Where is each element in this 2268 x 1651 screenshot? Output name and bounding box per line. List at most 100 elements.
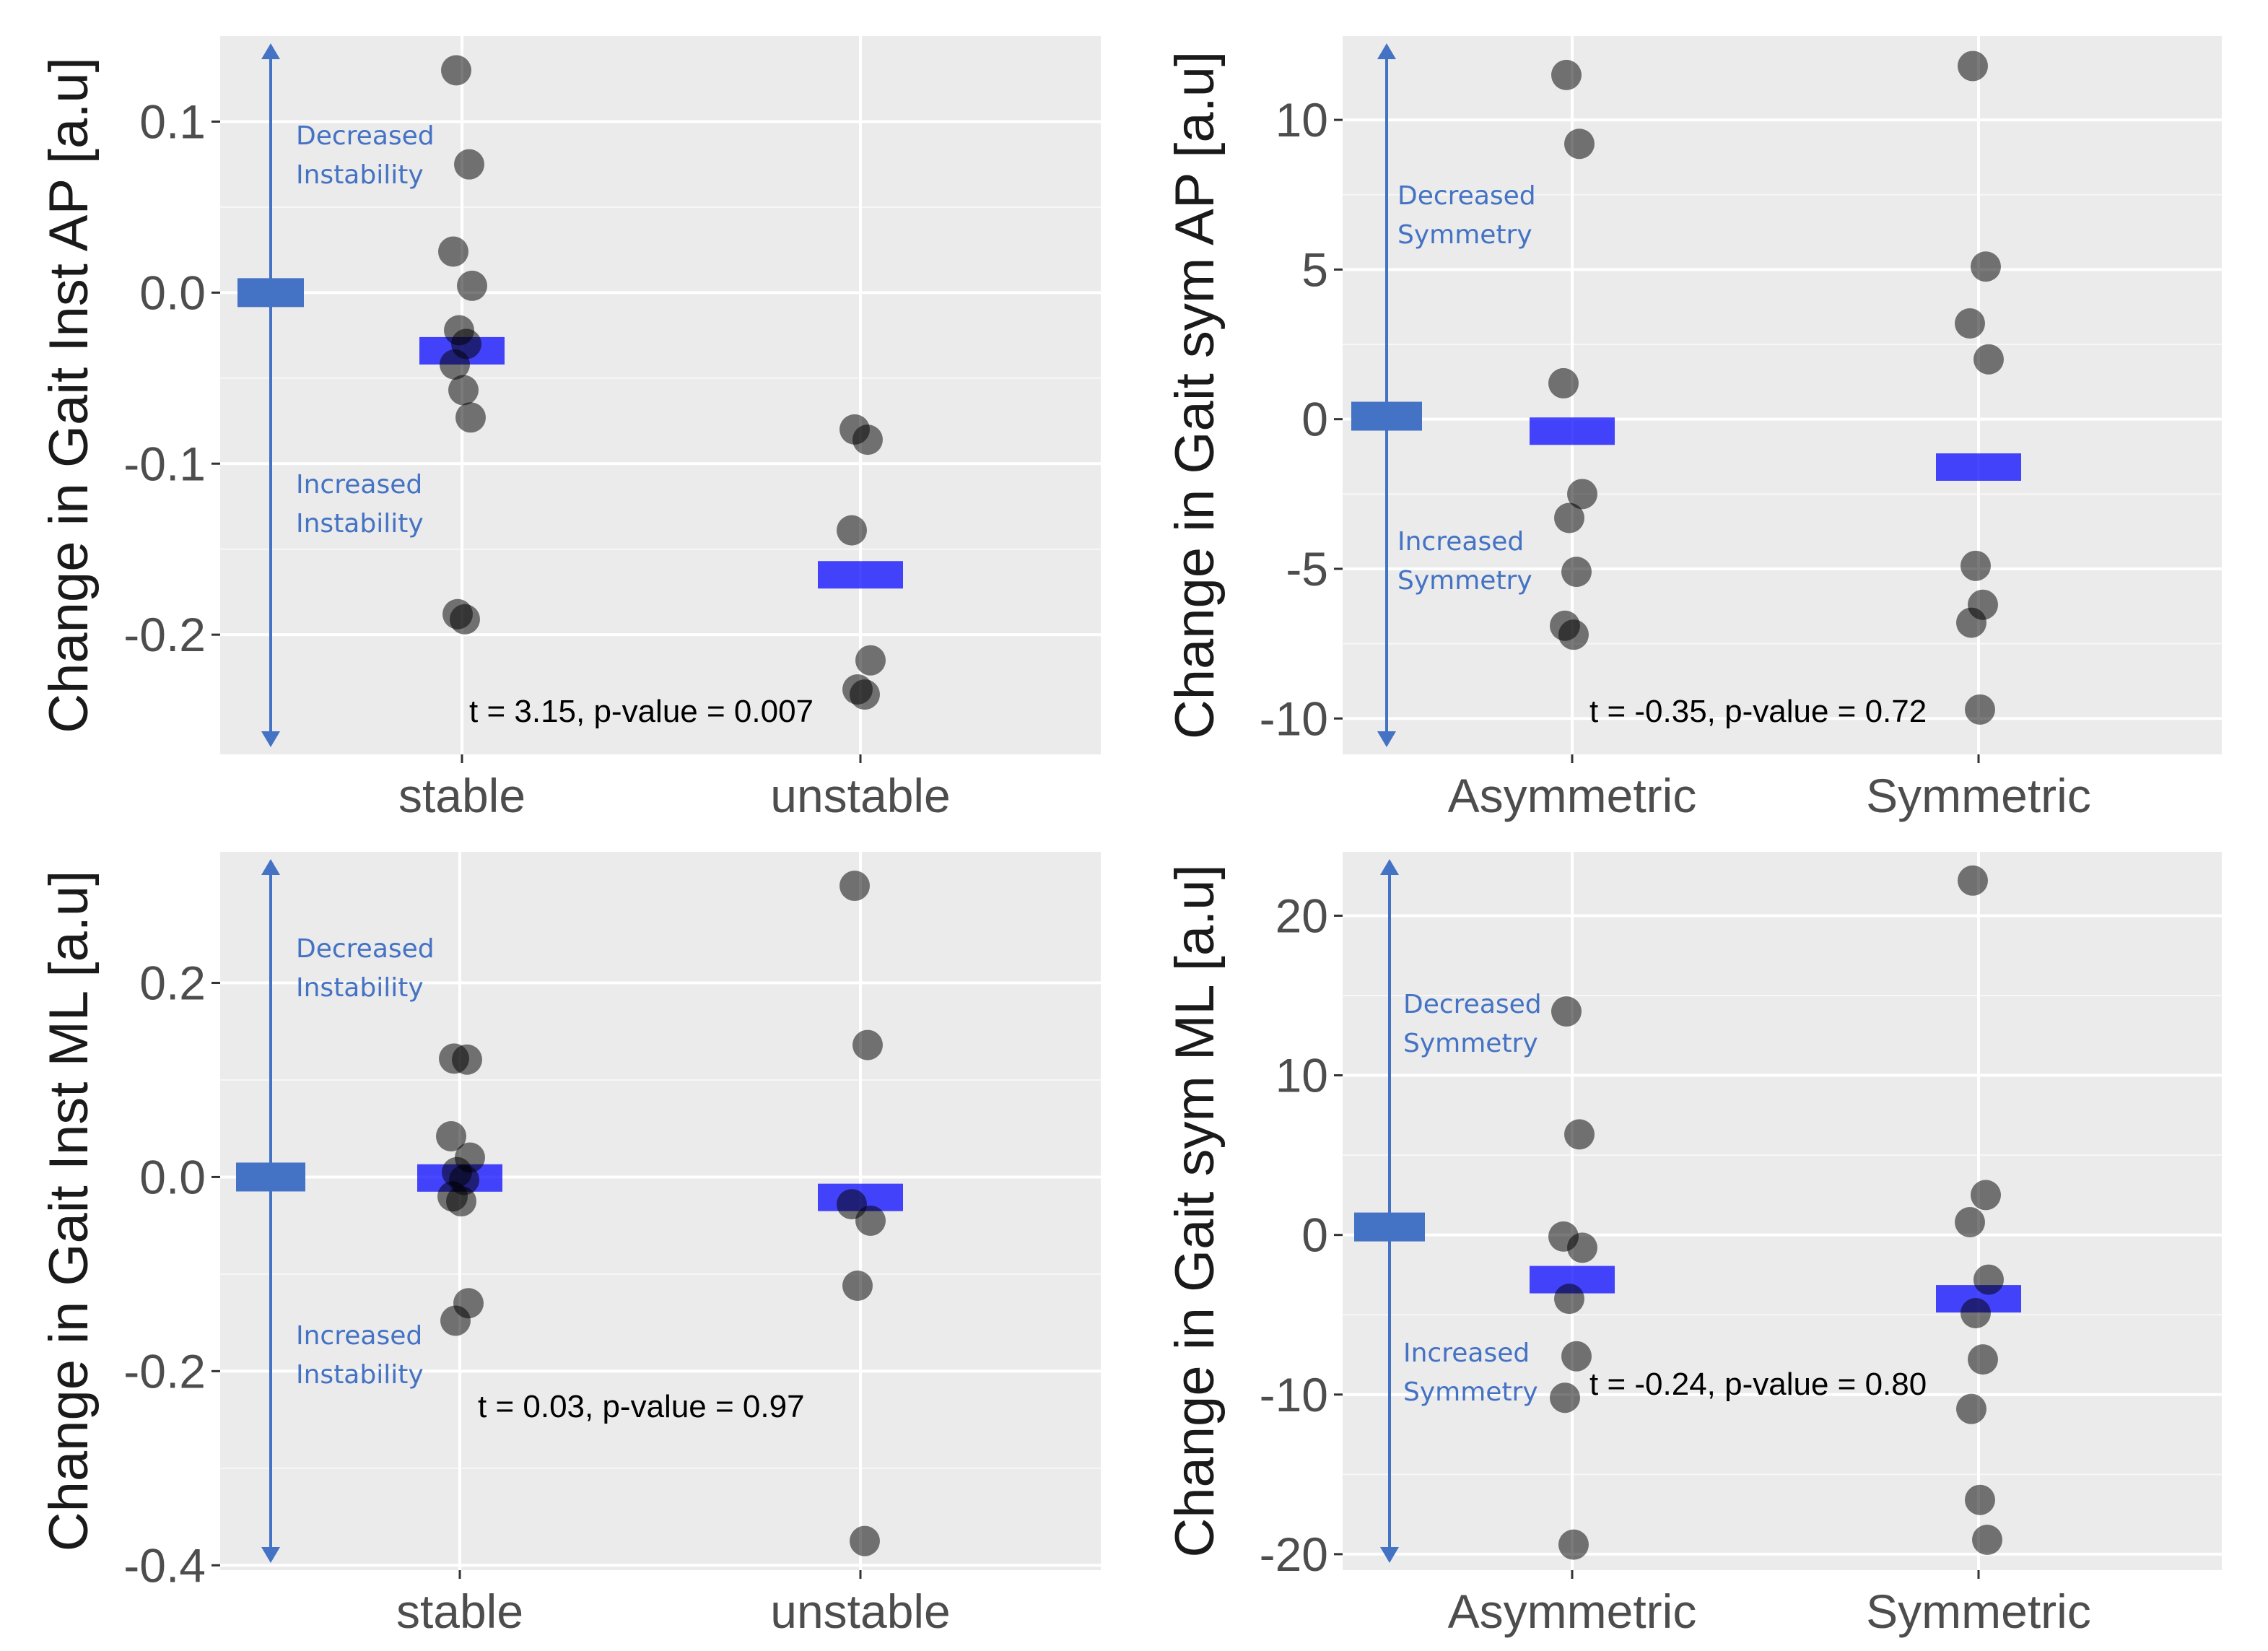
data-point <box>839 871 870 902</box>
data-point <box>1965 1484 1995 1515</box>
annotation-increased: Symmetry <box>1397 566 1532 596</box>
arrow-head-down <box>1380 1547 1399 1563</box>
annotation-decreased: Decreased <box>1403 990 1542 1019</box>
data-point <box>1561 557 1592 588</box>
panel-gait-inst-ap: 0.1 0.0 -0.1 -0.2 Change in Gait Inst AP [a.… <box>38 36 1101 822</box>
data-point <box>1955 1206 1985 1237</box>
x-tick-label: Asymmetric <box>1448 769 1697 822</box>
data-point <box>1956 607 1986 638</box>
data-point <box>1958 51 1988 82</box>
annotation-increased: Instability <box>296 1360 424 1390</box>
data-point <box>1554 502 1584 533</box>
y-tick-label: -0.2 <box>123 1344 206 1398</box>
mean-bar <box>1530 417 1615 445</box>
data-point <box>1551 996 1582 1027</box>
y-tick-label: -0.4 <box>123 1538 206 1592</box>
x-tick-label: Symmetric <box>1866 1585 2091 1638</box>
panel-gait-inst-ml: 0.2 0.0 -0.2 -0.4 Change in Gait Inst ML [a.… <box>38 852 1101 1638</box>
mean-bar <box>818 561 903 589</box>
y-tick-label: 5 <box>1301 243 1328 296</box>
data-point <box>1973 1264 2004 1295</box>
data-point <box>1564 1119 1595 1150</box>
data-point <box>850 679 880 710</box>
reference-bar <box>236 1162 305 1192</box>
y-tick-label: 0 <box>1301 393 1328 446</box>
x-tick-label: stable <box>398 769 525 822</box>
annotation-increased: Symmetry <box>1403 1377 1538 1407</box>
data-point <box>441 55 471 86</box>
annotation-decreased: Instability <box>296 160 424 190</box>
data-point <box>1955 308 1985 339</box>
data-point <box>1960 1298 1991 1329</box>
data-point <box>1958 865 1988 896</box>
data-point <box>837 515 867 546</box>
data-point <box>1971 1180 2001 1211</box>
data-point <box>1968 1344 1998 1375</box>
data-point <box>455 402 486 433</box>
arrow-head-down <box>261 1547 280 1563</box>
data-point <box>440 349 470 380</box>
arrow-head-up <box>1377 43 1396 59</box>
panel-gait-sym-ap: 10 5 0 -5 -10 Change in Gait sym AP [a.u] Asym… <box>1164 36 2222 822</box>
y-tick-label: 0.0 <box>139 266 206 319</box>
annotation-decreased: Symmetry <box>1403 1029 1538 1058</box>
y-axis-label: Change in Gait sym ML [a.u] <box>1164 864 1226 1557</box>
y-tick-label: 0.0 <box>139 1150 206 1203</box>
data-point <box>450 604 480 635</box>
data-point <box>842 1271 873 1302</box>
data-point <box>1972 1524 2002 1555</box>
y-tick-label: 0.2 <box>139 957 206 1010</box>
y-tick-label: -10 <box>1260 1368 1328 1421</box>
annotation-decreased: Decreased <box>296 934 435 964</box>
arrow-head-down <box>1377 731 1396 747</box>
x-tick-label: unstable <box>770 1585 951 1638</box>
y-axis-label: Change in Gait Inst ML [a.u] <box>38 871 100 1551</box>
data-point <box>1971 251 2001 282</box>
plot-background <box>1343 852 2222 1570</box>
stat-text: t = 3.15, p-value = 0.007 <box>469 694 814 729</box>
data-point <box>452 1044 482 1075</box>
y-tick-label: 10 <box>1275 93 1328 147</box>
plot-background <box>220 852 1101 1570</box>
data-point <box>852 1029 883 1060</box>
reference-bar <box>1351 401 1422 431</box>
data-point <box>1554 1284 1584 1315</box>
annotation-increased: Increased <box>1403 1338 1530 1368</box>
y-tick-label: 10 <box>1275 1049 1328 1102</box>
x-tick-label: unstable <box>770 769 951 822</box>
x-tick-label: Asymmetric <box>1448 1585 1697 1638</box>
data-point <box>1550 1382 1580 1413</box>
arrow-head-up <box>261 859 280 875</box>
annotation-increased: Increased <box>296 1321 422 1351</box>
annotation-decreased: Symmetry <box>1397 220 1532 250</box>
data-point <box>436 1120 466 1151</box>
y-axis-label: Change in Gait sym AP [a.u] <box>1164 51 1226 739</box>
y-tick-label: -5 <box>1286 542 1328 596</box>
data-point <box>454 149 484 180</box>
y-tick-label: -10 <box>1260 692 1328 745</box>
y-tick-label: -20 <box>1260 1528 1328 1581</box>
stat-text: t = -0.35, p-value = 0.72 <box>1589 694 1927 729</box>
reference-bar <box>237 278 304 308</box>
y-tick-label: -0.1 <box>123 437 206 490</box>
data-point <box>1567 479 1597 510</box>
annotation-increased: Instability <box>296 509 424 539</box>
annotation-decreased: Instability <box>296 973 424 1003</box>
arrow-head-up <box>1380 859 1399 875</box>
data-point <box>446 1186 476 1217</box>
data-point <box>855 645 886 676</box>
data-point <box>1973 344 2004 375</box>
data-point <box>1558 1529 1589 1560</box>
data-point <box>855 1205 886 1236</box>
data-point <box>1960 550 1991 581</box>
data-point <box>1561 1341 1592 1372</box>
mean-bar <box>1936 453 2021 481</box>
annotation-decreased: Decreased <box>1397 181 1536 211</box>
data-point <box>457 270 487 301</box>
stat-text: t = -0.24, p-value = 0.80 <box>1589 1367 1927 1402</box>
x-tick-label: stable <box>396 1585 523 1638</box>
data-point <box>1965 694 1995 725</box>
y-axis-label: Change in Gait Inst AP [a.u] <box>38 57 100 733</box>
stat-text: t = 0.03, p-value = 0.97 <box>478 1389 805 1424</box>
